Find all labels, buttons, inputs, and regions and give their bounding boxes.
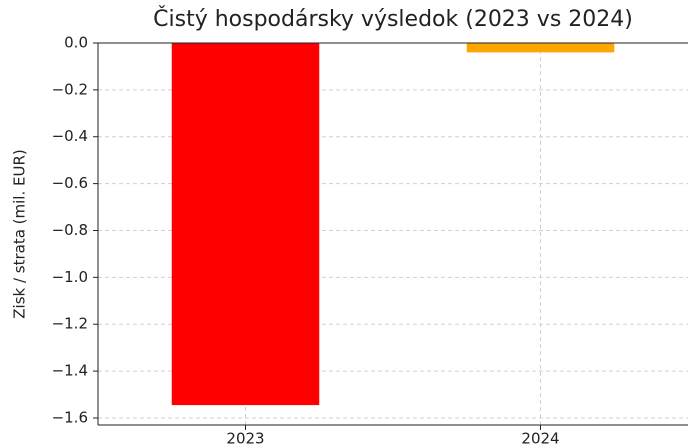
bar [171, 43, 320, 406]
y-tick-label: −1.6 [52, 408, 88, 426]
y-tick-label: −0.6 [52, 174, 88, 192]
y-tick-label: 0.0 [64, 34, 88, 52]
x-tick-label: 2024 [521, 430, 559, 448]
y-tick-label: −0.2 [52, 80, 88, 98]
y-axis-label: Zisk / strata (mil. EUR) [11, 149, 29, 319]
y-tick-label: −1.2 [52, 315, 88, 333]
y-tick-label: −1.4 [52, 362, 88, 380]
y-tick-label: −0.8 [52, 221, 88, 239]
chart-title: Čistý hospodársky výsledok (2023 vs 2024… [153, 6, 633, 32]
x-tick-label: 2023 [226, 430, 264, 448]
y-tick-label: −0.4 [52, 127, 88, 145]
bar [466, 43, 615, 53]
y-tick-label: −1.0 [52, 268, 88, 286]
